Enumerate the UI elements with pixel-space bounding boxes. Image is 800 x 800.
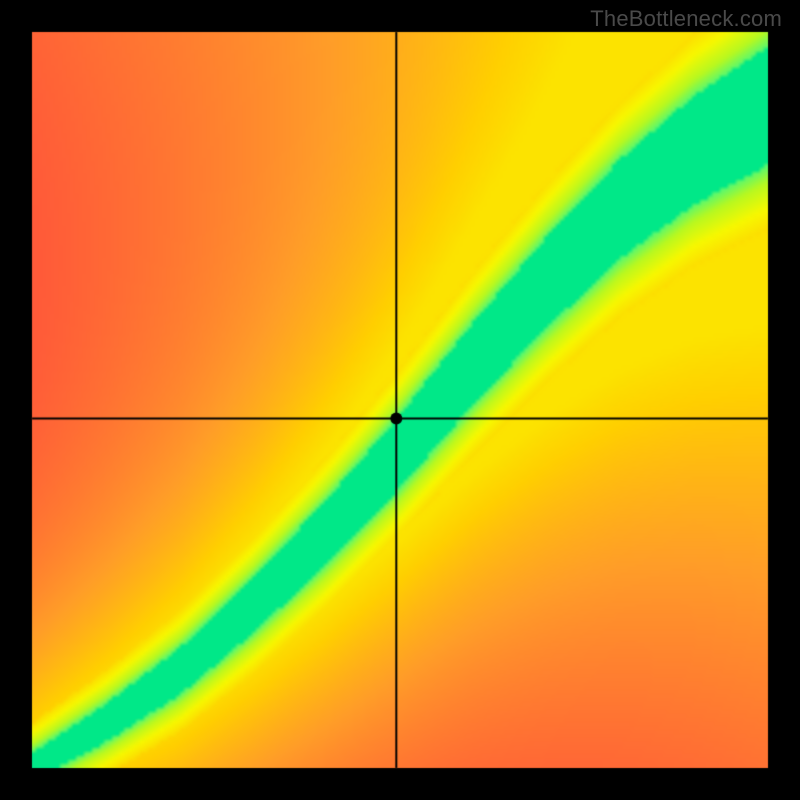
watermark-text: TheBottleneck.com [590,6,782,32]
chart-container: { "watermark": { "text": "TheBottleneck.… [0,0,800,800]
crosshair-overlay [0,0,800,800]
